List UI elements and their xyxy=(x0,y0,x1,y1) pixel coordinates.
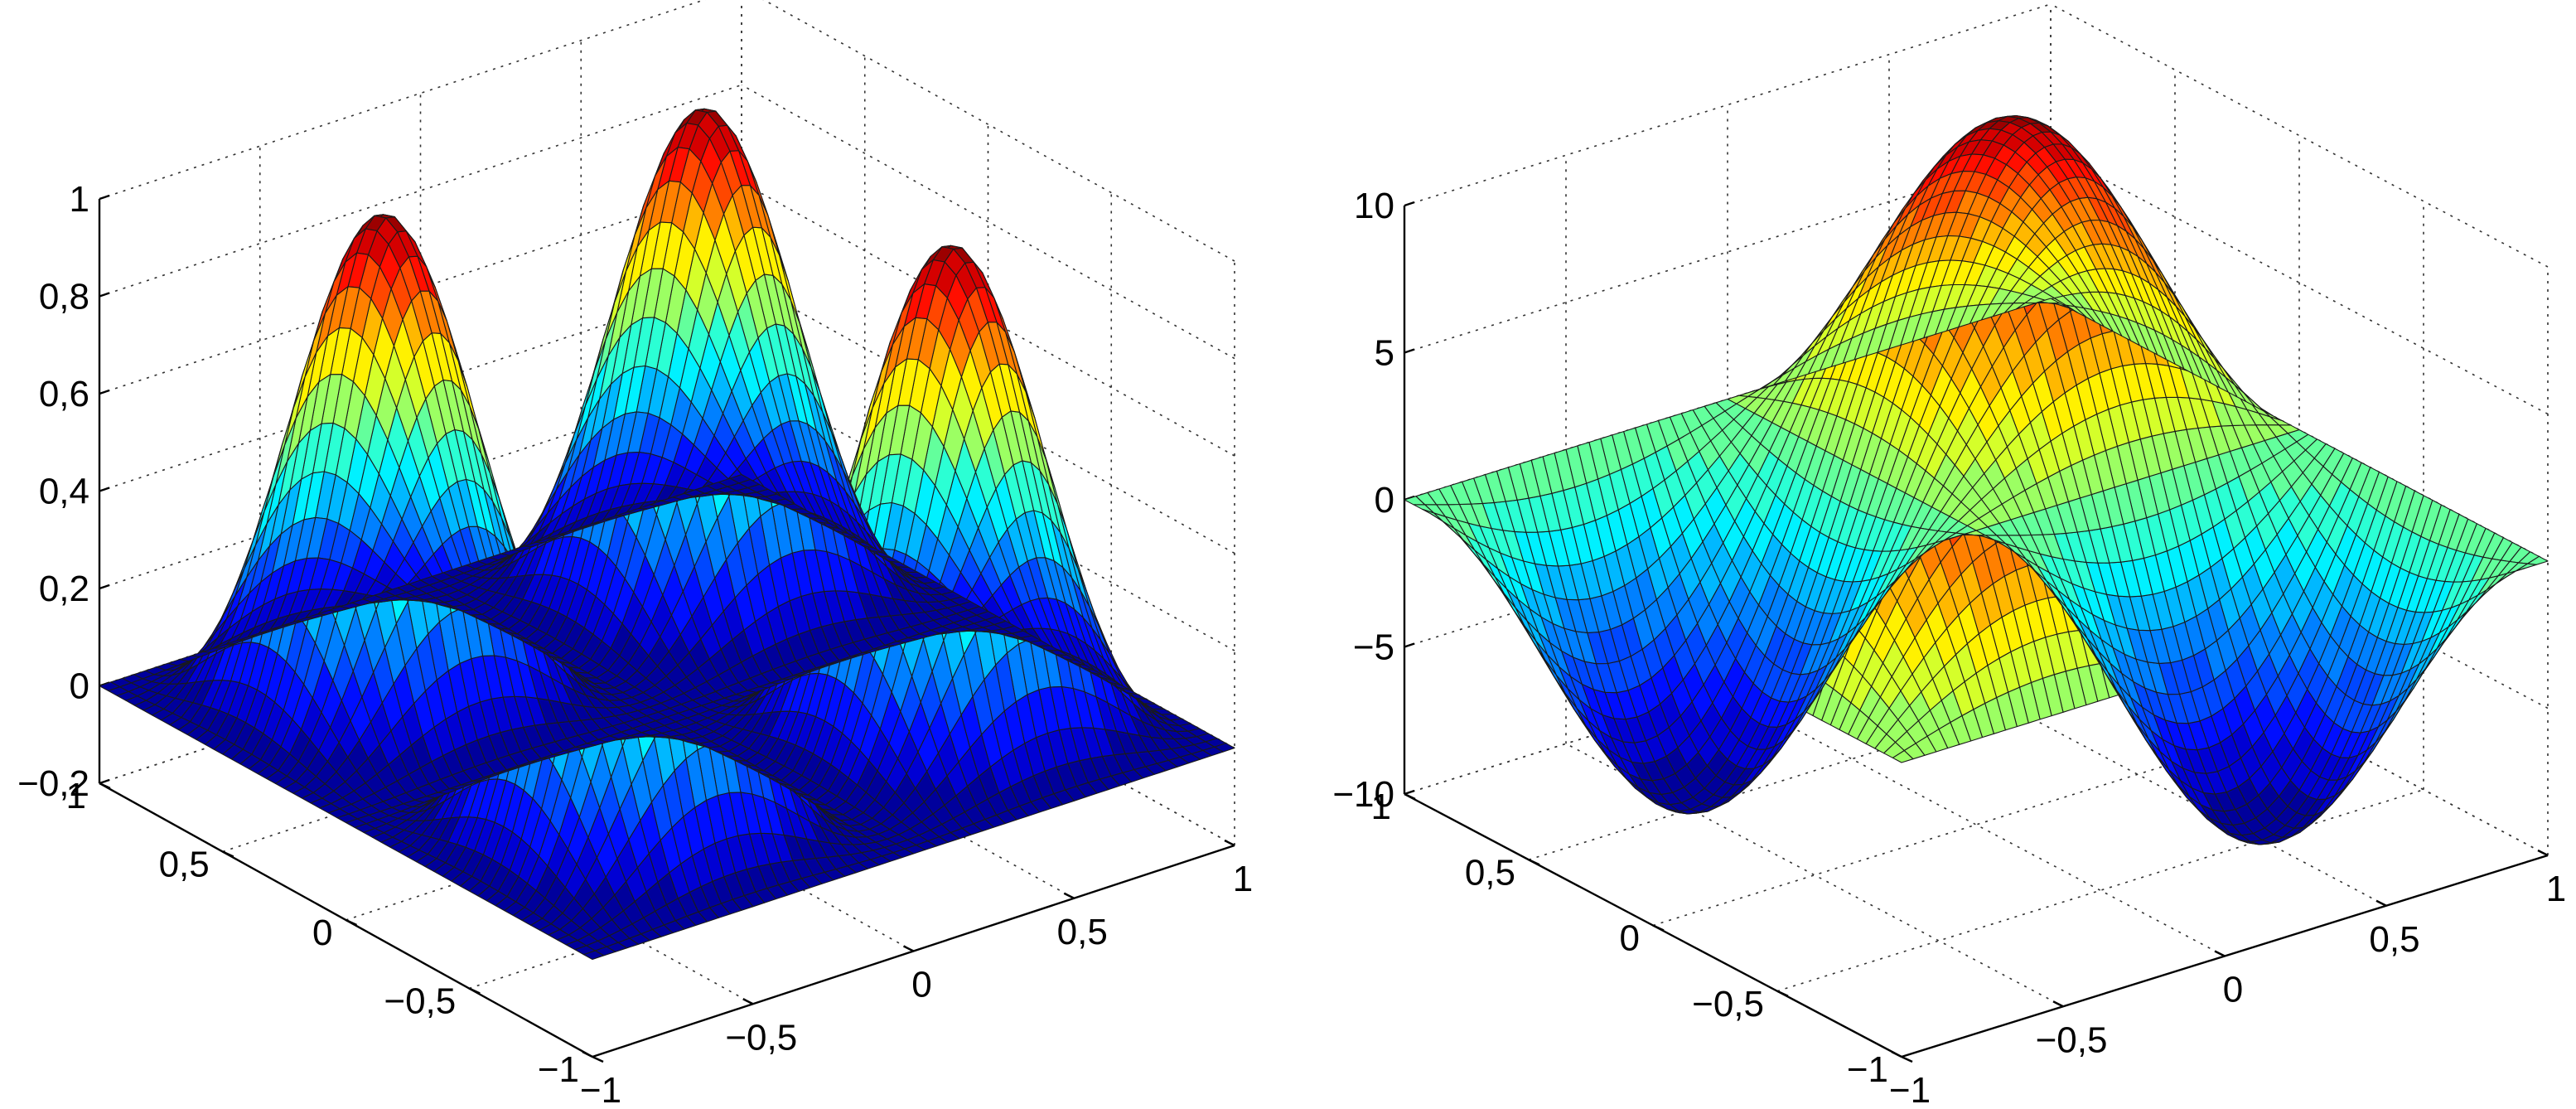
left-y-tick-label: −1 xyxy=(538,1049,579,1090)
left-x-tick-label: −0,5 xyxy=(725,1017,797,1058)
surface-plot-right: −10 −5 0 5 10 −1 −0,5 0 0,5 1 −1 −0,5 0 0,5 1 xyxy=(1293,0,2576,1109)
left-y-tick-label: 1 xyxy=(66,776,86,816)
left-x-tick-label: 0,5 xyxy=(1057,912,1108,952)
left-x-tick-mark xyxy=(1063,892,1075,899)
right-x-tick-mark xyxy=(2375,899,2387,907)
right-y-tick-mark xyxy=(1901,1055,1913,1063)
right-z-tick-mark xyxy=(1404,642,1415,648)
right-gridline xyxy=(1776,788,2424,992)
left-axes xyxy=(98,194,1235,1063)
left-x-tick-label: −1 xyxy=(580,1070,621,1109)
left-z-tick-mark xyxy=(99,487,110,492)
right-x-tick-mark xyxy=(2537,849,2549,857)
left-z-tick-label: 0,2 xyxy=(39,569,89,609)
left-z-tick-label: −0,2 xyxy=(17,763,89,804)
right-x-tick-mark xyxy=(1891,1050,1902,1058)
left-x-tick-label: 0 xyxy=(911,965,931,1005)
right-gridline xyxy=(1404,3,2052,206)
left-surface xyxy=(99,108,1235,961)
left-z-tick-mark xyxy=(99,584,110,590)
left-gridline xyxy=(99,0,706,200)
left-y-tick-mark xyxy=(345,918,358,927)
right-z-tick-mark xyxy=(1404,789,1415,796)
left-gridline xyxy=(762,0,1235,262)
left-x-tick-label: 1 xyxy=(1233,859,1253,899)
left-x-tick-mark xyxy=(742,998,754,1005)
left-x-tick-mark xyxy=(902,945,915,952)
right-z-tick-mark xyxy=(1404,348,1415,354)
surface-plot-left-svg: −0,2 0 0,2 0,4 0,6 0,8 1 −1 −0,5 0 0,5 1 −1 −0,5 0 0,5 1 xyxy=(17,0,1253,1109)
left-x-tick-mark xyxy=(582,1050,593,1058)
left-y-tick-label: 0,5 xyxy=(159,845,210,885)
surface-plot-left: −0,2 0 0,2 0,4 0,6 0,8 1 −1 −0,5 0 0,5 1 −1 −0,5 0 0,5 1 xyxy=(17,0,1253,1109)
left-z-tick-mark xyxy=(99,194,110,201)
right-y-tick-mark xyxy=(1528,859,1540,866)
left-y-tick-label: −0,5 xyxy=(384,981,456,1022)
left-y-tick-mark xyxy=(592,1055,604,1063)
right-surface xyxy=(1404,114,2549,845)
right-z-tick-mark xyxy=(1404,201,1415,207)
left-y-tick-label: 0 xyxy=(312,913,332,953)
left-y-tick-mark xyxy=(222,850,234,858)
left-z-tick-label: 0,4 xyxy=(39,472,89,512)
left-z-tick-label: 0,8 xyxy=(39,277,89,317)
left-z-tick-mark xyxy=(99,778,110,785)
left-surface-facet xyxy=(99,681,121,691)
left-z-tick-mark xyxy=(99,292,110,298)
left-y-tick-mark xyxy=(99,782,111,790)
left-gridline xyxy=(741,84,1235,360)
left-z-tick-label: 0,6 xyxy=(39,374,89,414)
left-tick-labels: −0,2 0 0,2 0,4 0,6 0,8 1 −1 −0,5 0 0,5 1 −1 −0,5 0 0,5 1 xyxy=(17,179,1253,1109)
right-y-tick-mark xyxy=(1404,792,1416,801)
right-y-tick-mark xyxy=(1652,924,1665,932)
right-x-tick-mark xyxy=(2214,950,2226,957)
left-z-tick-label: 0 xyxy=(70,666,89,707)
right-x-tick-mark xyxy=(2052,1000,2064,1008)
left-y-tick-mark xyxy=(468,987,481,995)
left-z-tick-label: 1 xyxy=(70,179,89,220)
left-x-tick-mark xyxy=(1224,839,1235,847)
right-y-tick-mark xyxy=(1776,990,1789,997)
left-z-tick-mark xyxy=(99,389,110,395)
